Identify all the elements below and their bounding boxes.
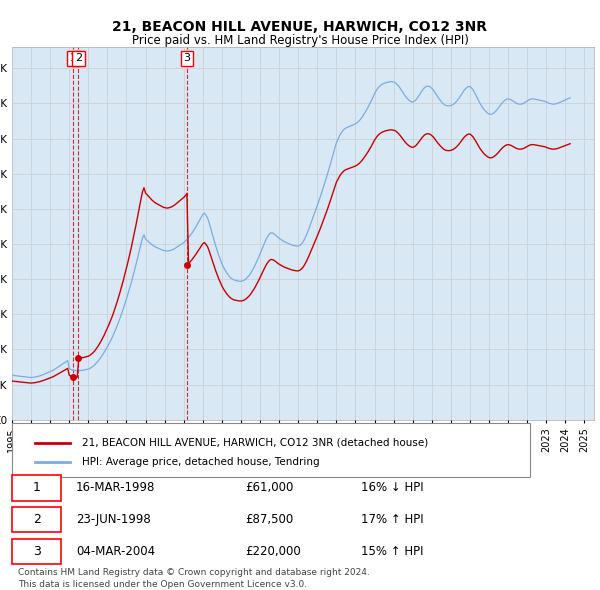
Text: 16-MAR-1998: 16-MAR-1998: [76, 481, 155, 494]
FancyBboxPatch shape: [12, 423, 530, 477]
Text: £61,000: £61,000: [245, 481, 293, 494]
Text: 16% ↓ HPI: 16% ↓ HPI: [361, 481, 424, 494]
FancyBboxPatch shape: [12, 507, 61, 532]
Text: This data is licensed under the Open Government Licence v3.0.: This data is licensed under the Open Gov…: [18, 580, 307, 589]
Text: 21, BEACON HILL AVENUE, HARWICH, CO12 3NR: 21, BEACON HILL AVENUE, HARWICH, CO12 3N…: [113, 19, 487, 34]
Text: 1: 1: [33, 481, 41, 494]
Text: 04-MAR-2004: 04-MAR-2004: [76, 545, 155, 558]
Text: 1: 1: [70, 53, 77, 63]
Text: 23-JUN-1998: 23-JUN-1998: [76, 513, 151, 526]
Text: 3: 3: [184, 53, 190, 63]
Text: Price paid vs. HM Land Registry's House Price Index (HPI): Price paid vs. HM Land Registry's House …: [131, 34, 469, 47]
Text: 15% ↑ HPI: 15% ↑ HPI: [361, 545, 424, 558]
Text: 17% ↑ HPI: 17% ↑ HPI: [361, 513, 424, 526]
Text: 2: 2: [33, 513, 41, 526]
Text: 2: 2: [75, 53, 82, 63]
FancyBboxPatch shape: [12, 539, 61, 564]
Text: 3: 3: [33, 545, 41, 558]
Text: £220,000: £220,000: [245, 545, 301, 558]
Text: HPI: Average price, detached house, Tendring: HPI: Average price, detached house, Tend…: [82, 457, 319, 467]
Text: 21, BEACON HILL AVENUE, HARWICH, CO12 3NR (detached house): 21, BEACON HILL AVENUE, HARWICH, CO12 3N…: [82, 438, 428, 448]
Text: Contains HM Land Registry data © Crown copyright and database right 2024.: Contains HM Land Registry data © Crown c…: [18, 568, 370, 577]
Text: £87,500: £87,500: [245, 513, 293, 526]
FancyBboxPatch shape: [12, 475, 61, 500]
